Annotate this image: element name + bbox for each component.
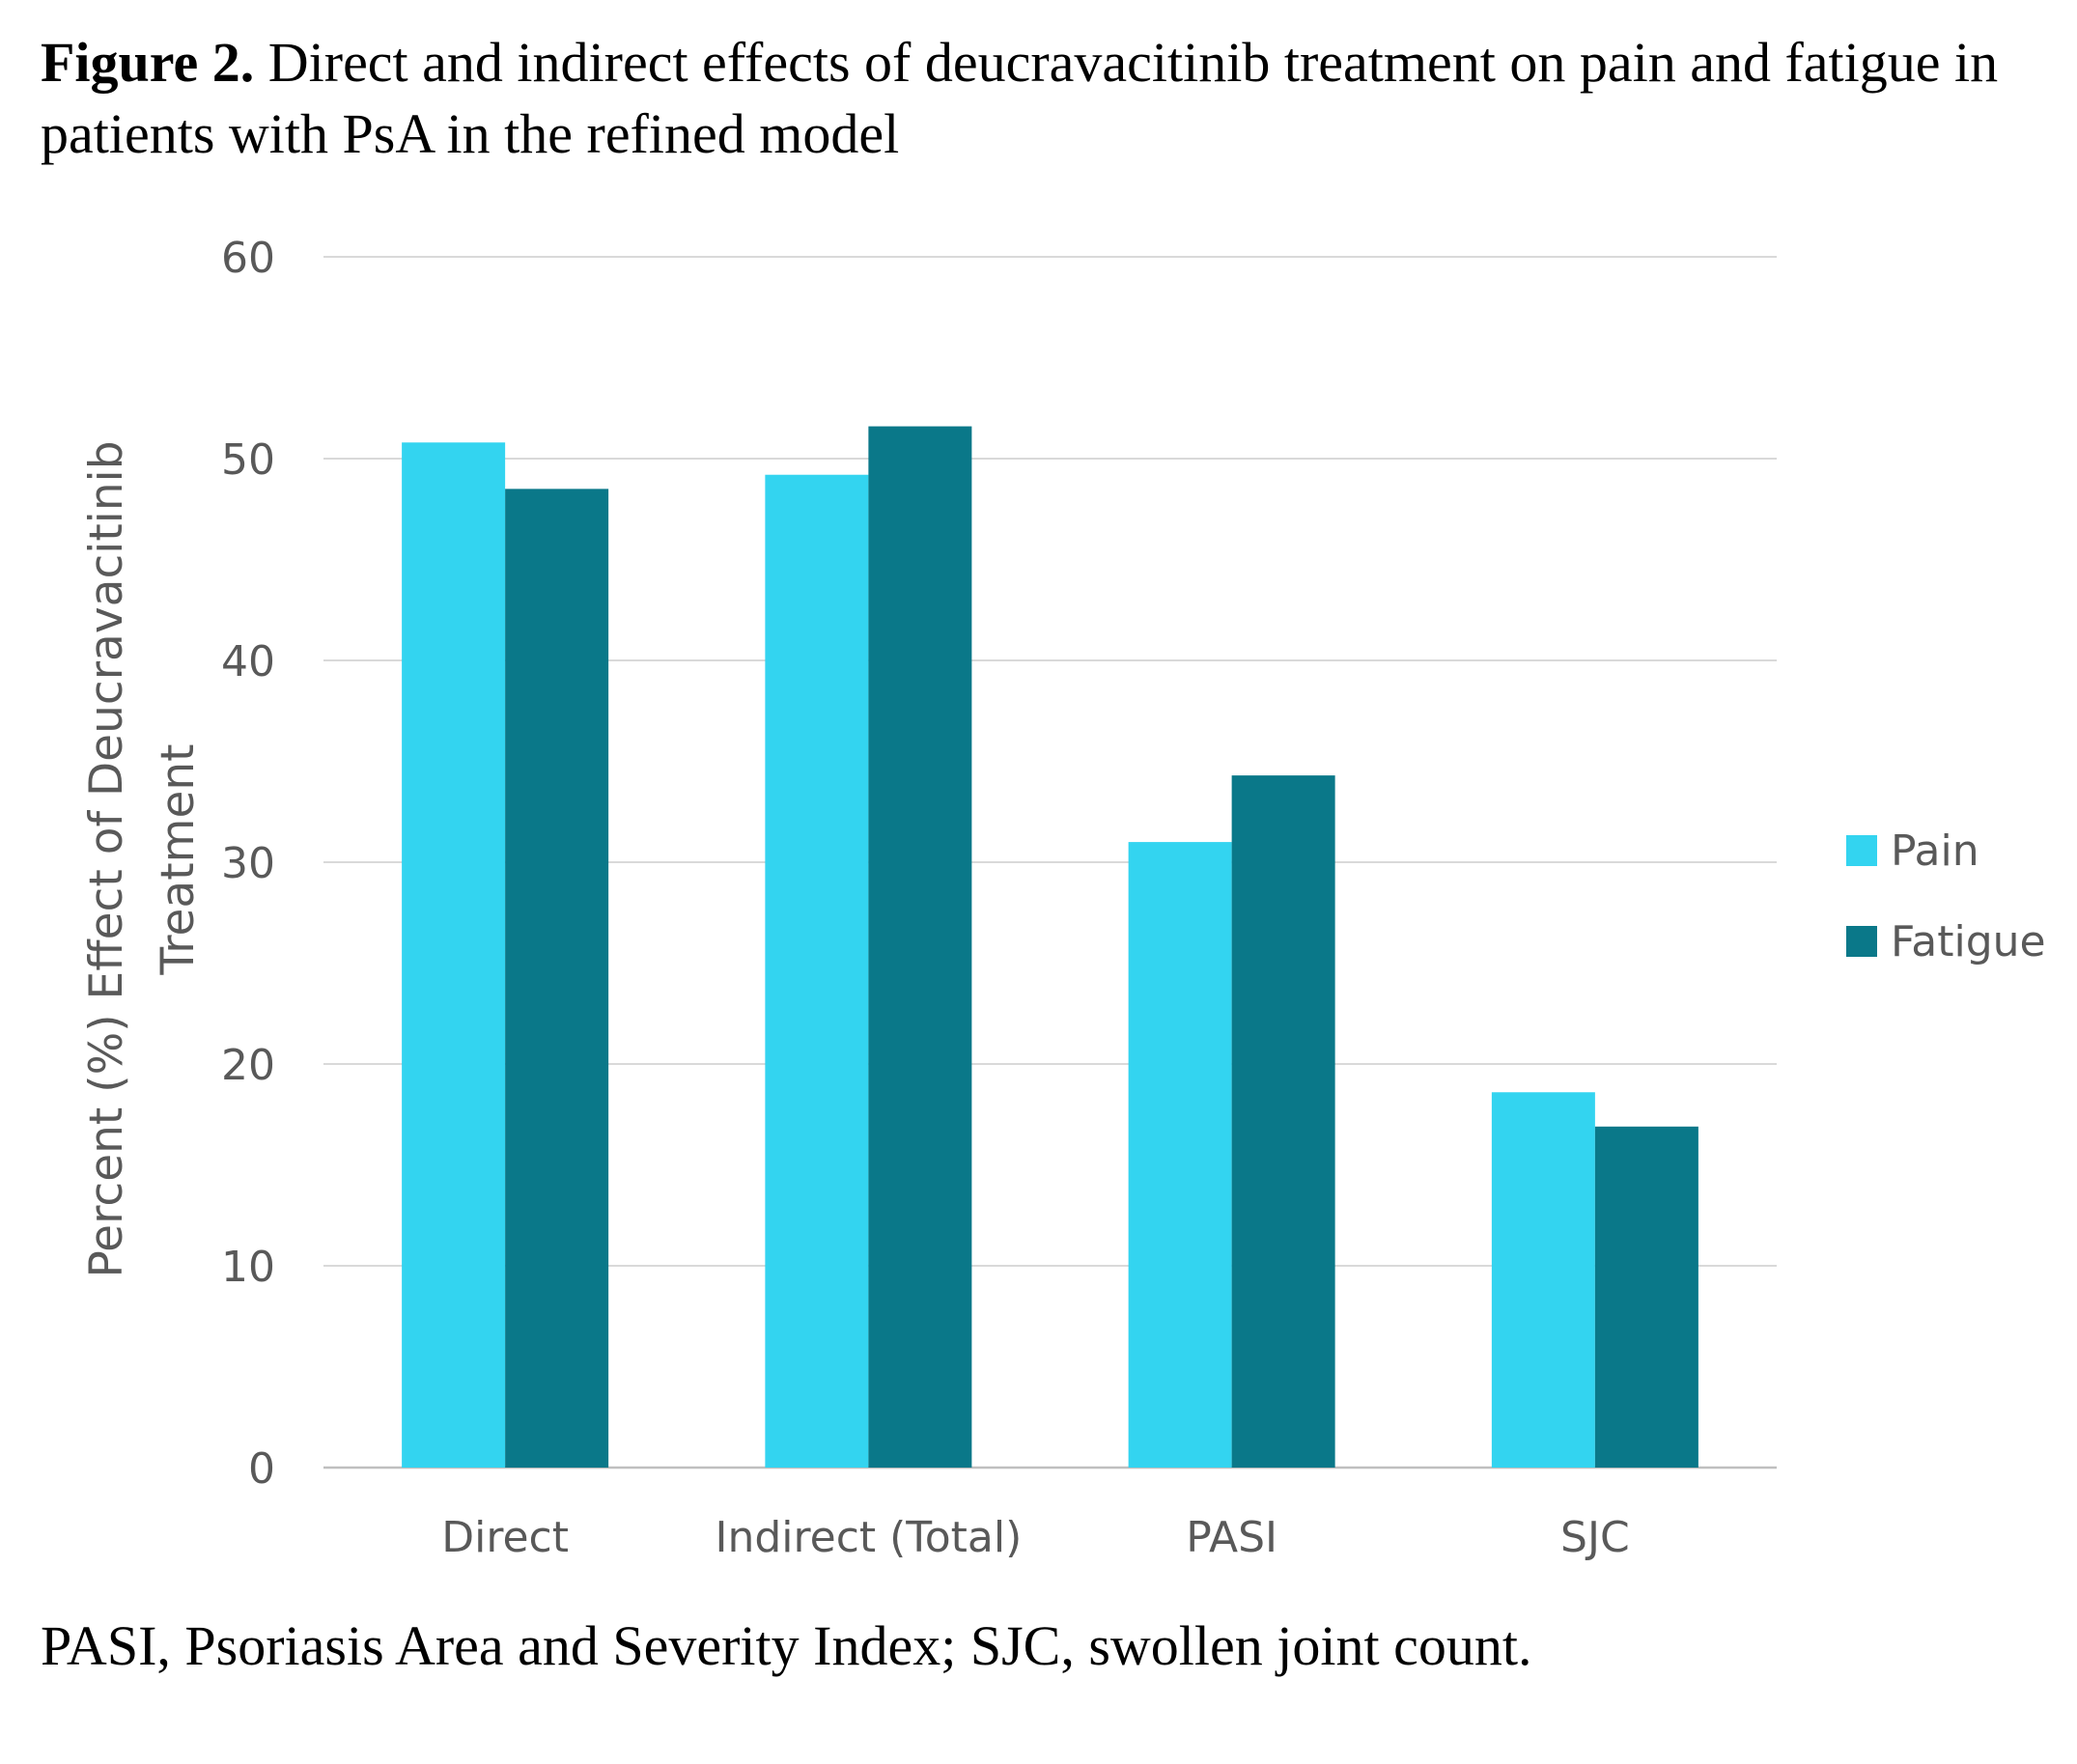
y-tick-label: 20 bbox=[221, 1041, 275, 1090]
figure-label: Figure 2. bbox=[41, 31, 255, 94]
bar-pain-3 bbox=[1128, 842, 1232, 1468]
y-axis-label-line2: Treatment bbox=[152, 743, 205, 975]
bars bbox=[402, 426, 1698, 1469]
y-tick-label: 10 bbox=[221, 1243, 275, 1292]
y-tick-label: 40 bbox=[221, 637, 275, 686]
legend-swatch-pain bbox=[1846, 835, 1877, 866]
legend-swatch-fatigue bbox=[1846, 926, 1877, 957]
y-axis-label-line1: Percent (%) Effect of Deucravacitinib bbox=[80, 440, 133, 1277]
y-axis-ticks: 0 10 20 30 40 50 60 bbox=[221, 234, 275, 1494]
bar-pain-4 bbox=[1491, 1092, 1595, 1468]
x-axis-ticks: Direct Indirect (Total) PASI SJC bbox=[441, 1513, 1629, 1562]
y-tick-label: 60 bbox=[221, 234, 275, 283]
y-tick-label: 50 bbox=[221, 435, 275, 485]
legend-label-pain: Pain bbox=[1891, 826, 1979, 876]
legend: Pain Fatigue bbox=[1846, 826, 2046, 966]
x-tick-label: PASI bbox=[1186, 1513, 1277, 1562]
figure-caption: Figure 2. Direct and indirect effects of… bbox=[41, 27, 2010, 170]
y-tick-label: 30 bbox=[221, 839, 275, 888]
y-tick-label: 0 bbox=[248, 1444, 275, 1494]
y-axis-title: Percent (%) Effect of Deucravacitinib Tr… bbox=[80, 440, 205, 1277]
bar-fatigue-1 bbox=[505, 489, 609, 1469]
x-tick-label: Indirect (Total) bbox=[716, 1513, 1023, 1562]
legend-label-fatigue: Fatigue bbox=[1891, 917, 2046, 966]
bar-pain-1 bbox=[402, 442, 506, 1468]
bar-fatigue-4 bbox=[1594, 1126, 1698, 1468]
bar-fatigue-3 bbox=[1231, 775, 1335, 1468]
bar-fatigue-2 bbox=[868, 426, 972, 1468]
x-tick-label: SJC bbox=[1560, 1513, 1630, 1562]
figure-footnote: PASI, Psoriasis Area and Severity Index;… bbox=[41, 1614, 1532, 1677]
x-tick-label: Direct bbox=[441, 1513, 569, 1562]
bar-pain-2 bbox=[765, 474, 869, 1469]
figure-caption-text: Direct and indirect effects of deucravac… bbox=[41, 31, 1999, 165]
